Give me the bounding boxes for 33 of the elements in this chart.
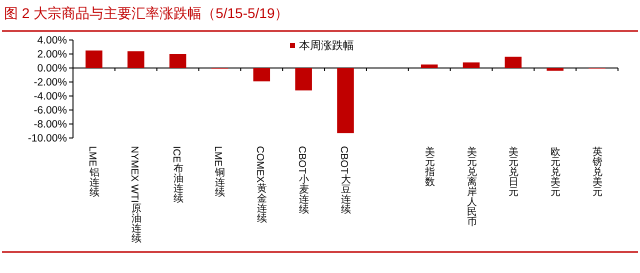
x-tick-label: 欧元兑美元 — [550, 146, 561, 198]
x-tick-label: LME铝连续 — [86, 146, 100, 198]
x-tick-label: CBOT大豆连续 — [338, 146, 351, 216]
y-tick-label: -2.00% — [34, 76, 67, 88]
bar — [128, 51, 144, 68]
bar — [420, 64, 438, 68]
legend: 本周涨跌幅 — [290, 40, 354, 52]
y-tick-label: -8.00% — [34, 118, 67, 130]
y-tick-label: 4.00% — [37, 34, 67, 46]
y-tick-label: 2.00% — [37, 48, 67, 60]
category-label: COMEX黄金连续 — [254, 146, 268, 225]
bar — [86, 50, 102, 68]
legend-label: 本周涨跌幅 — [299, 39, 354, 52]
bar — [337, 68, 354, 134]
x-tick-label: 美元指数 — [424, 146, 435, 188]
bar — [253, 68, 270, 82]
bar — [504, 56, 522, 68]
title: 图 2 大宗商品与主要汇率涨跌幅（5/15-5/19） — [4, 5, 289, 21]
x-tick-label: 英镑兑美元 — [592, 146, 603, 198]
y-tick-label: 0.00% — [37, 62, 67, 74]
y-tick-label: -4.00% — [34, 90, 67, 102]
x-tick-label: LME铜连续 — [212, 146, 226, 198]
bar — [295, 68, 312, 90]
x-tick-label: 美元兑日元 — [508, 146, 519, 198]
category-label: NYMEX WTI原油连续 — [128, 146, 142, 245]
bar — [546, 68, 564, 71]
y-tick-label: -10.00% — [28, 132, 67, 144]
bar — [462, 62, 480, 68]
x-tick-label: 美元兑离岸人民币 — [466, 146, 477, 228]
bar — [169, 54, 186, 68]
x-tick-label: ICE布油连续 — [170, 146, 184, 204]
x-tick-label: CBOT小麦连续 — [296, 146, 310, 216]
y-tick-label: -6.00% — [34, 104, 67, 116]
